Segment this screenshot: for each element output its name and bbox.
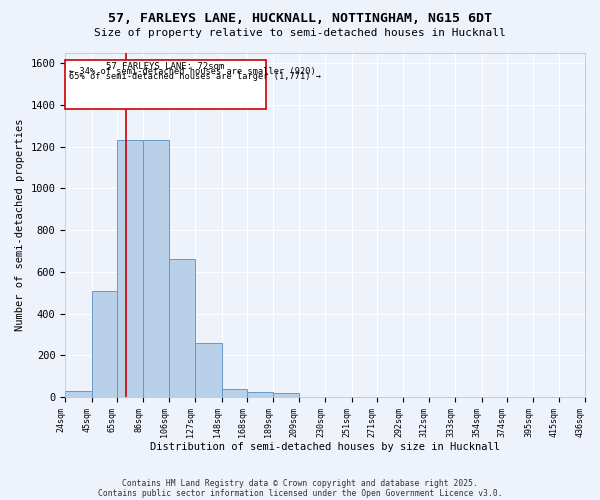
Text: Size of property relative to semi-detached houses in Hucknall: Size of property relative to semi-detach…	[94, 28, 506, 38]
Bar	[169, 260, 195, 397]
X-axis label: Distribution of semi-detached houses by size in Hucknall: Distribution of semi-detached houses by …	[150, 442, 500, 452]
Text: 57, FARLEYS LANE, HUCKNALL, NOTTINGHAM, NG15 6DT: 57, FARLEYS LANE, HUCKNALL, NOTTINGHAM, …	[108, 12, 492, 26]
Bar	[247, 392, 274, 397]
Text: Contains public sector information licensed under the Open Government Licence v3: Contains public sector information licen…	[98, 488, 502, 498]
Bar	[92, 290, 117, 397]
Bar	[117, 140, 143, 397]
Y-axis label: Number of semi-detached properties: Number of semi-detached properties	[15, 118, 25, 331]
Text: Contains HM Land Registry data © Crown copyright and database right 2025.: Contains HM Land Registry data © Crown c…	[122, 478, 478, 488]
Text: ← 34% of semi-detached houses are smaller (920): ← 34% of semi-detached houses are smalle…	[69, 67, 316, 76]
FancyBboxPatch shape	[65, 60, 266, 110]
Bar	[143, 140, 169, 397]
Bar	[274, 393, 299, 397]
Bar	[221, 389, 247, 397]
Bar	[195, 343, 221, 397]
Text: 65% of semi-detached houses are larger (1,771) →: 65% of semi-detached houses are larger (…	[69, 72, 321, 81]
Bar	[65, 391, 92, 397]
Text: 57 FARLEYS LANE: 72sqm: 57 FARLEYS LANE: 72sqm	[106, 62, 224, 72]
